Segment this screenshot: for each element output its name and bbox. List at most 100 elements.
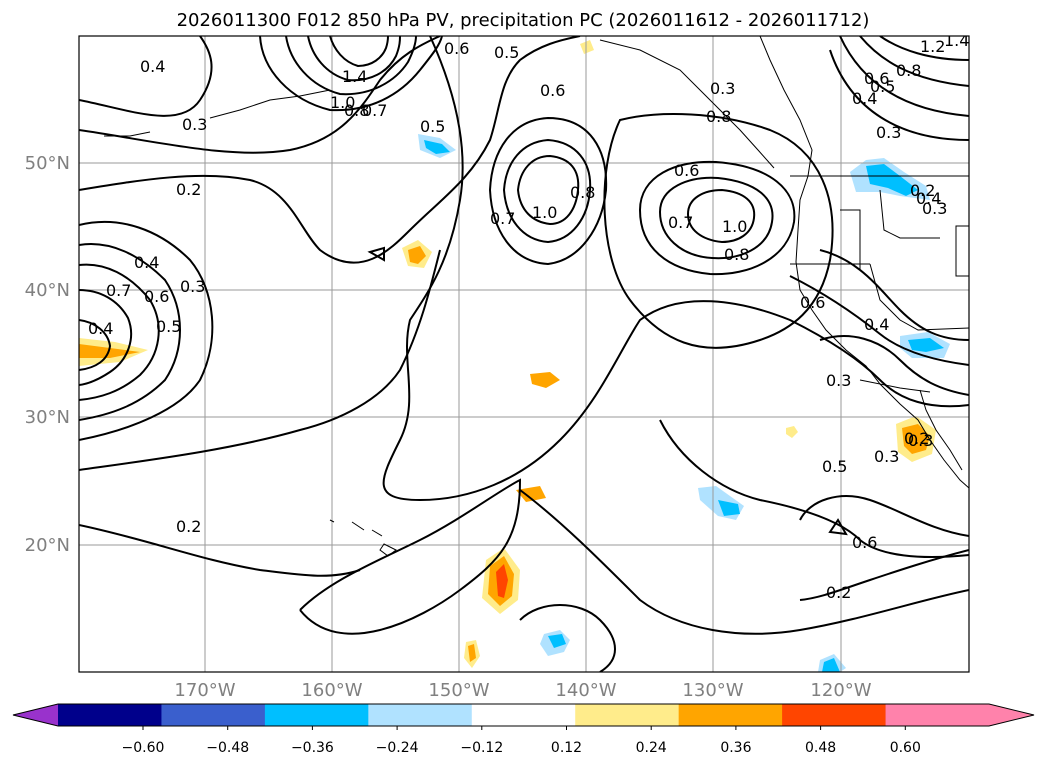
contour-label: 0.6 [540,81,565,100]
colorbar-extend-max [885,704,1034,726]
contour-label: 0.2 [904,429,929,448]
map-frame [78,35,970,673]
colorbar-tick-label: 0.60 [890,740,921,756]
contour-label: 1.2 [920,37,945,56]
contour-label: 0.4 [134,253,159,272]
latitude-labels: 50°N 40°N 30°N 20°N [25,153,70,556]
contour-label: 0.5 [822,457,847,476]
lat-label: 50°N [25,153,70,174]
contour-label: 1.4 [944,31,969,50]
colorbar-tick-label: −0.24 [376,740,419,756]
lat-label: 30°N [25,407,70,428]
colorbar-swatch [161,704,266,726]
contour-label: 0.4 [88,319,113,338]
lon-label: 120°W [810,680,871,701]
contour-label: 0.6 [144,287,169,306]
contour-label: 1.0 [330,93,355,112]
contour-label: 0.6 [852,533,877,552]
precip-blob-pos [408,246,426,264]
contour-label: 0.3 [876,123,901,142]
longitude-labels: 170°W 160°W 150°W 140°W 130°W 120°W [174,680,871,701]
precip-blob-neg [908,338,944,352]
contour-label: 0.5 [156,317,181,336]
colorbar-swatch [575,704,680,726]
contour-label: 0.8 [344,101,369,120]
colorbar-swatch [58,704,162,726]
precip-blob-neg [866,164,918,196]
colorbar-tick-label: −0.12 [460,740,503,756]
contour-label: 1.4 [342,67,367,86]
precip-blob-pos [516,486,546,502]
contour-label: 0.4 [916,189,941,208]
contour-label: 0.3 [182,115,207,134]
colorbar-outline [12,703,1035,727]
precip-blob-pos [580,40,594,54]
contour-label: 0.2 [826,583,851,602]
contour-label: 0.8 [706,107,731,126]
lat-label: 40°N [25,280,70,301]
contour-label: 0.3 [922,199,947,218]
contour-label: 1.0 [722,217,747,236]
contour-label: 0.2 [910,181,935,200]
colorbar-swatch [368,704,473,726]
colorbar-tick-label: −0.60 [122,740,165,756]
contour-label: 0.3 [710,79,735,98]
contour-label: 0.6 [674,161,699,180]
colorbar-swatch [678,704,783,726]
contour-label: 0.3 [180,277,205,296]
precip-blob-pos [902,424,930,454]
map-panel: 0.4 0.3 0.2 0.4 0.3 0.7 0.6 0.5 0.4 1.4 … [79,31,969,672]
precip-blob-neg [718,500,740,516]
contour-label: 0.8 [896,61,921,80]
colorbar-swatch [471,704,576,726]
lon-label: 130°W [682,680,743,701]
contour-label: 0.5 [870,77,895,96]
lon-label: 150°W [428,680,489,701]
colorbar-tick-label: 0.24 [636,740,667,756]
colorbar: −0.60 −0.48 −0.36 −0.24 −0.12 0.12 0.24 0.36 0.4… [12,703,1035,756]
contour-label: 0.7 [362,101,387,120]
contour-label: 0.4 [864,315,889,334]
precip-blob-neg [424,140,450,154]
contour-label: 0.7 [106,281,131,300]
contour-label: 0.6 [800,293,825,312]
precip-blob-neg [822,658,840,672]
contour-label: 1.0 [532,203,557,222]
precip-blob-pos [496,564,508,598]
contour-label: 0.4 [852,89,877,108]
pv-contours [79,36,969,672]
lon-label: 140°W [555,680,616,701]
colorbar-tick-label: 0.36 [720,740,751,756]
contour-label: 0.5 [494,43,519,62]
graticule [79,36,969,672]
contour-label: 0.3 [874,447,899,466]
lon-label: 160°W [301,680,362,701]
contour-label: 0.8 [570,183,595,202]
contour-label: 0.6 [864,69,889,88]
contour-label: 0.3 [908,431,933,450]
contour-label: 0.6 [444,39,469,58]
figure-title: 2026011300 F012 850 hPa PV, precipitatio… [177,10,870,31]
contour-label: 0.2 [176,517,201,536]
contour-labels: 0.4 0.3 0.2 0.4 0.3 0.7 0.6 0.5 0.4 1.4 … [88,31,969,602]
contour-label: 0.7 [668,213,693,232]
precip-blob-pos [468,644,476,662]
contour-label: 0.4 [140,57,165,76]
contour-label: 0.8 [724,245,749,264]
precip-blob-pos [786,426,798,438]
precip-blob-neg [548,634,566,648]
contour-label: 0.2 [176,180,201,199]
precip-blob-pos [530,372,560,388]
colorbar-tick-label: −0.48 [206,740,249,756]
contour-label: 0.3 [826,371,851,390]
contour-label: 0.7 [490,209,515,228]
colorbar-tick-label: −0.36 [291,740,334,756]
colorbar-tick-label: 0.12 [551,740,582,756]
colorbar-tick-label: 0.48 [805,740,836,756]
contour-label: 0.5 [420,117,445,136]
colorbar-swatch [782,704,887,726]
colorbar-swatch [264,704,369,726]
lon-label: 170°W [174,680,235,701]
lat-label: 20°N [25,535,70,556]
